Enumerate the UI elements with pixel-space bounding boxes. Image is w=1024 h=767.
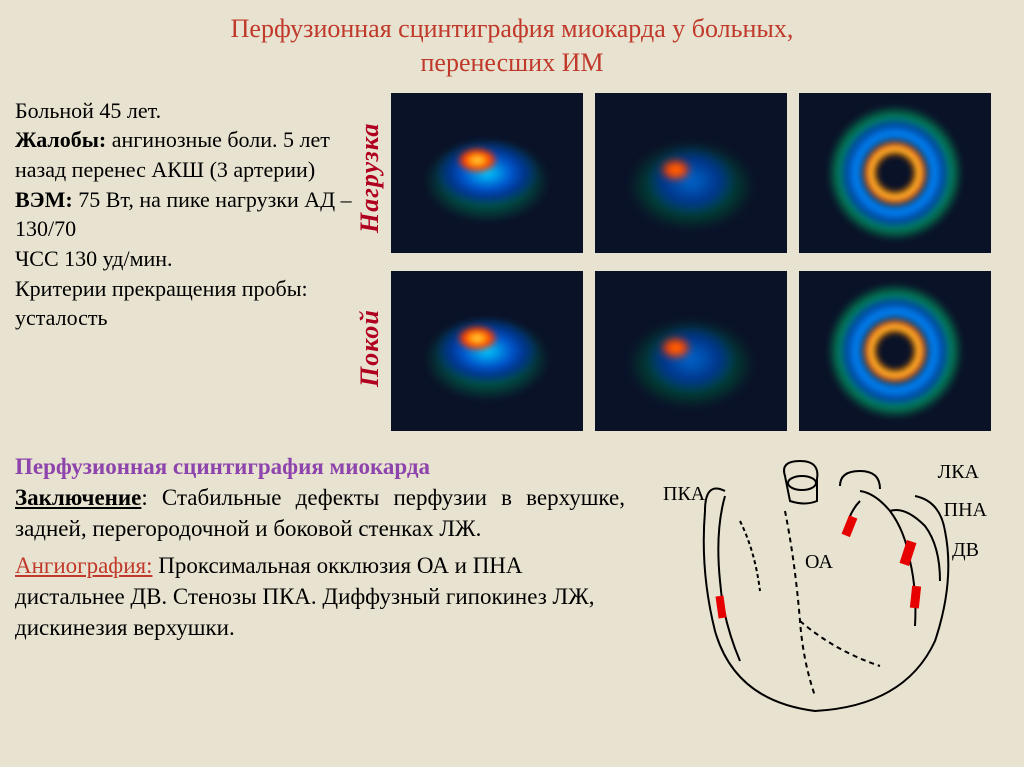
patient-complaints: Жалобы: ангинозные боли. 5 лет назад пер… xyxy=(15,125,355,184)
label-rest: Покой xyxy=(355,273,385,423)
conclusion-heading: Перфузионная сцинтиграфия миокарда xyxy=(15,451,625,482)
patient-hr: ЧСС 130 уд/мин. xyxy=(15,244,355,274)
angio-block: Ангиография: Проксимальная окклюзия ОА и… xyxy=(15,550,625,643)
diagram-label-pka: ПКА xyxy=(663,483,705,506)
diagram-label-pna: ПНА xyxy=(944,499,987,522)
scan-grid xyxy=(391,93,991,431)
diagram-label-lka: ЛКА xyxy=(938,461,979,484)
diagram-label-dv: ДВ xyxy=(952,539,979,562)
bottom-section: Перфузионная сцинтиграфия миокарда Заклю… xyxy=(0,433,1024,731)
angio-label: Ангиография: xyxy=(15,553,152,578)
scan-rest-2 xyxy=(595,271,787,431)
scan-row-labels: Нагрузка Покой xyxy=(355,93,385,433)
vem-label: ВЭМ: xyxy=(15,187,73,212)
slide-title: Перфузионная сцинтиграфия миокарда у бол… xyxy=(0,0,1024,80)
heart-diagram: ПКА ЛКА ПНА ДВ ОА xyxy=(625,451,1009,731)
patient-age: Больной 45 лет. xyxy=(15,96,355,126)
scan-rest-1 xyxy=(391,271,583,431)
scan-stress-2 xyxy=(595,93,787,253)
top-section: Больной 45 лет. Жалобы: ангинозные боли.… xyxy=(0,80,1024,433)
scan-stress-3 xyxy=(799,93,991,253)
conclusion-label: Заключение xyxy=(15,485,141,510)
patient-info-block: Больной 45 лет. Жалобы: ангинозные боли.… xyxy=(15,88,355,433)
scan-area: Нагрузка Покой xyxy=(355,88,1009,433)
scan-stress-1 xyxy=(391,93,583,253)
conclusion-text-block: Заключение: Стабильные дефекты перфузии … xyxy=(15,482,625,544)
patient-vem: ВЭМ: 75 Вт, на пике нагрузки АД – 130/70 xyxy=(15,185,355,244)
conclusion-block: Перфузионная сцинтиграфия миокарда Заклю… xyxy=(15,451,625,731)
title-line2: перенесших ИМ xyxy=(421,48,604,77)
patient-criteria: Критерии прекращения пробы: усталость xyxy=(15,274,355,333)
title-line1: Перфузионная сцинтиграфия миокарда у бол… xyxy=(231,14,794,43)
label-stress: Нагрузка xyxy=(355,103,385,253)
scan-rest-3 xyxy=(799,271,991,431)
diagram-label-oa: ОА xyxy=(805,551,833,574)
complaints-label: Жалобы: xyxy=(15,127,106,152)
